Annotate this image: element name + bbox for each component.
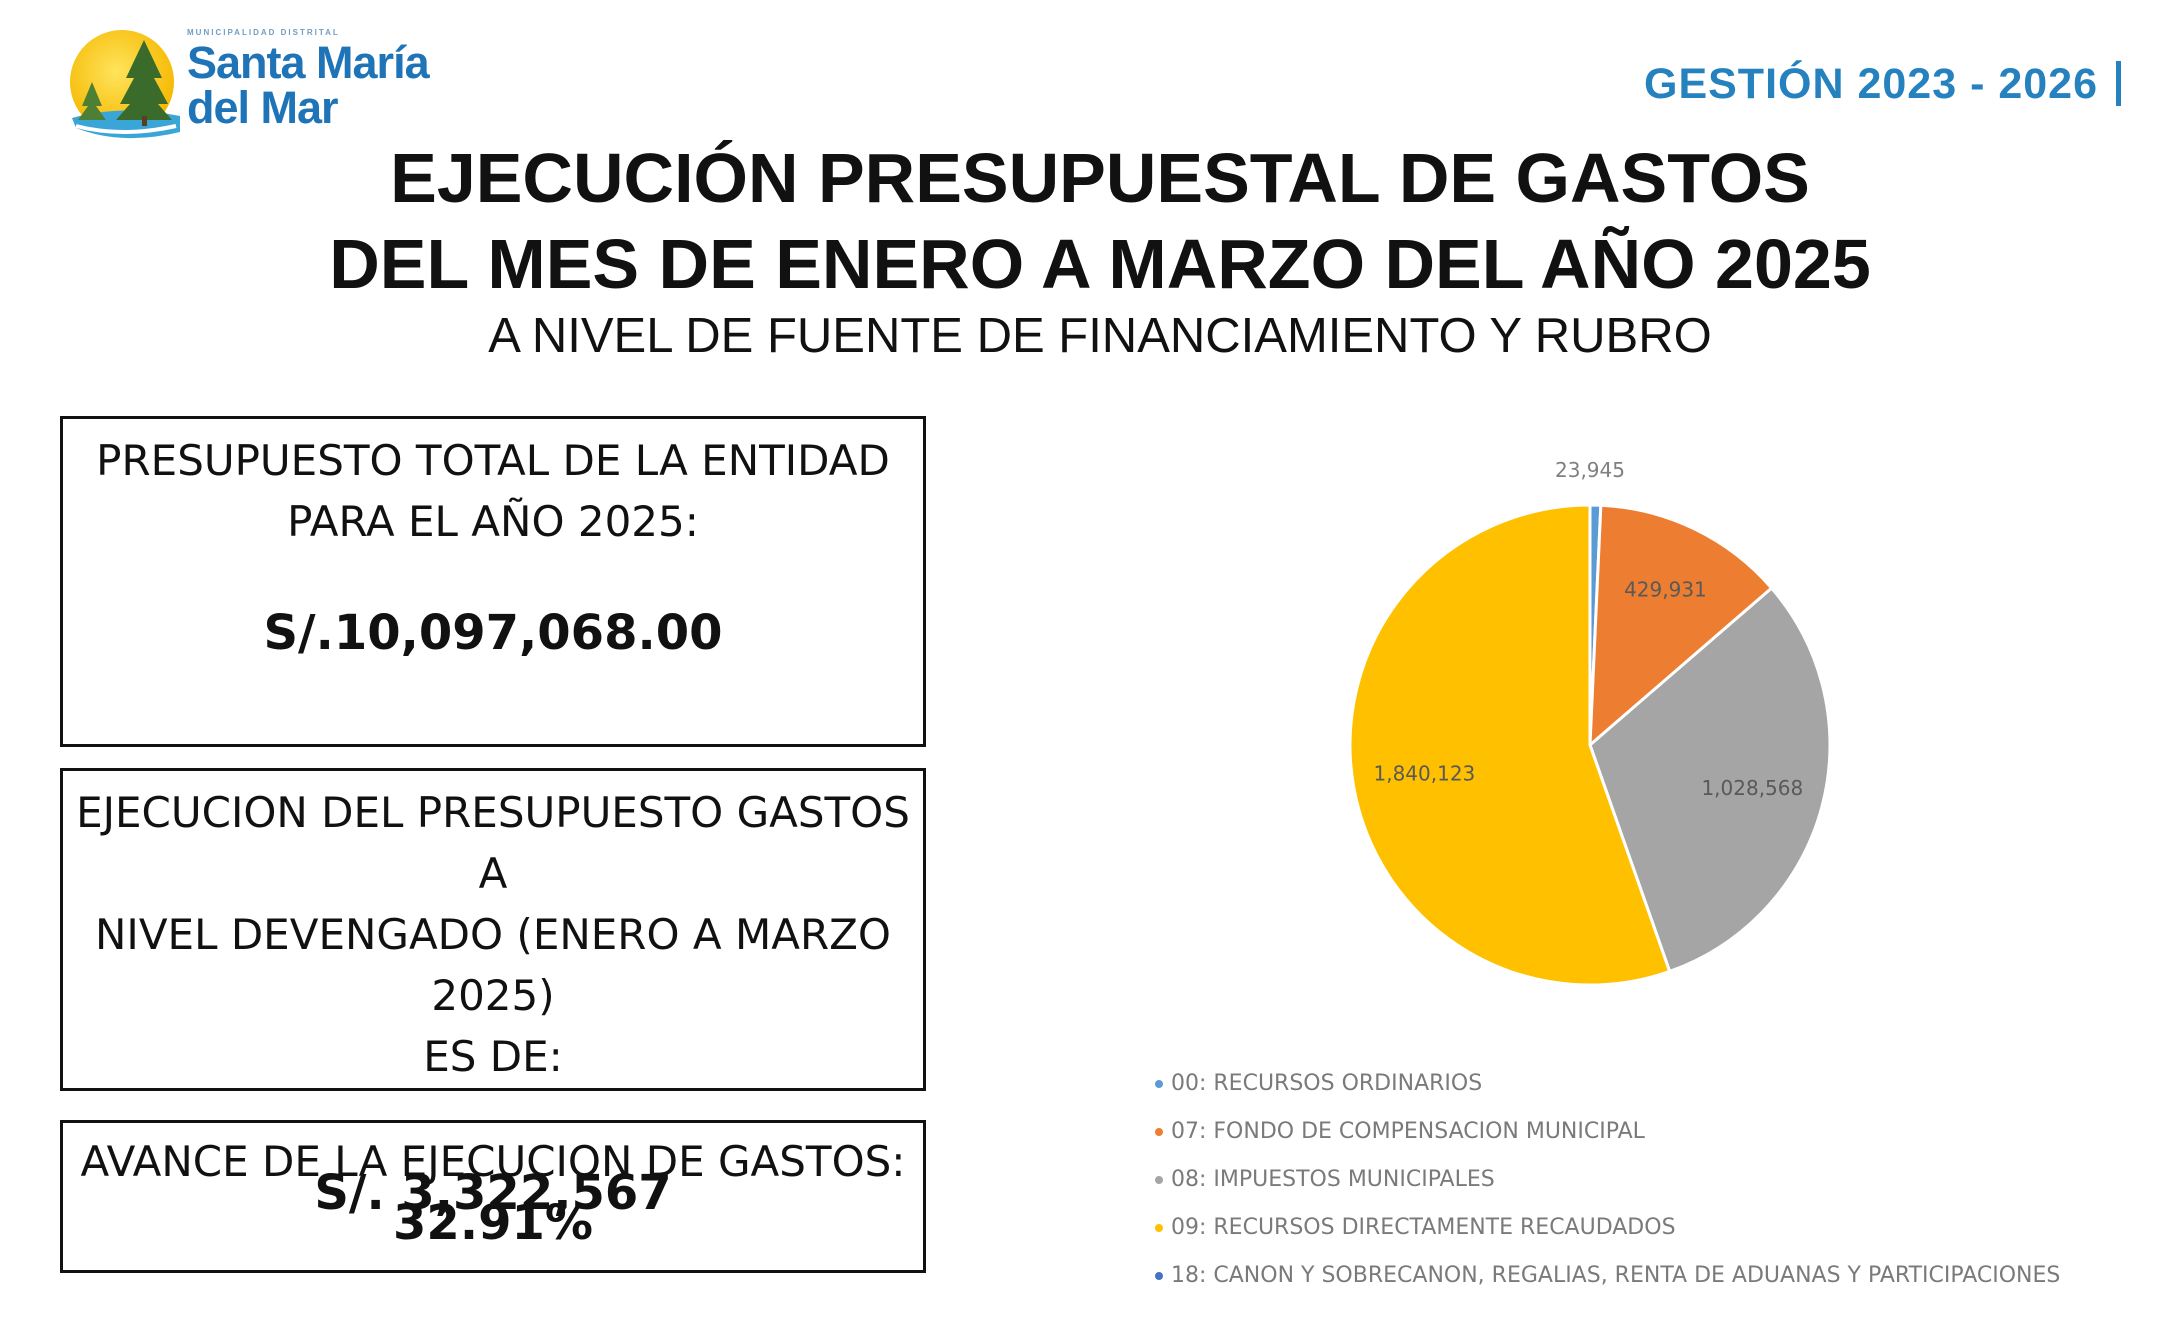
data-label-3: 1,840,123 [1373, 761, 1475, 785]
legend-marker-icon [1155, 1176, 1163, 1184]
execution-value: S/. 3,322,567 [314, 1165, 672, 1222]
execution-label-1: EJECUCION DEL PRESUPUESTO GASTOS A [76, 788, 910, 898]
pie-slice-2 [1588, 585, 1832, 974]
progress-label: AVANCE DE LA EJECUCION DE GASTOS: [80, 1137, 906, 1186]
data-label-2: 1,028,568 [1701, 776, 1803, 800]
execution-label-3: ES DE: [423, 1031, 563, 1081]
logo-micro-text: MUNICIPALIDAD DISTRITAL [187, 28, 340, 37]
brand-name: Santa María del Mar [187, 37, 430, 133]
legend-entry-4: 18: CANON Y SOBRECANON, REGALIAS, RENTA … [1155, 1252, 2060, 1300]
sun-tree-logo-icon [70, 30, 180, 139]
page-title: EJECUCIÓN PRESUPUESTAL DE GASTOS DEL MES… [220, 135, 1980, 366]
legend-marker-icon [1155, 1080, 1163, 1088]
title-line-1: EJECUCIÓN PRESUPUESTAL DE GASTOS [390, 139, 1810, 217]
progress-value: 32.91% [393, 1195, 593, 1252]
data-label-1: 429,931 [1624, 578, 1707, 602]
legend-marker-icon [1155, 1272, 1163, 1280]
pie-slice-3 [1348, 503, 1672, 987]
pie-chart: 23,945 429,931 1,028,568 1,840,123 [1348, 458, 1832, 987]
total-budget-label-2: PARA EL AÑO 2025: [287, 496, 699, 546]
execution-box: EJECUCION DEL PRESUPUESTO GASTOS A NIVEL… [60, 768, 926, 1221]
legend-label: 18: CANON Y SOBRECANON, REGALIAS, RENTA … [1171, 1263, 2061, 1288]
legend-entry-0: 00: RECURSOS ORDINARIOS [1155, 1060, 2060, 1108]
legend-label: 09: RECURSOS DIRECTAMENTE RECAUDADOS [1171, 1215, 1676, 1240]
legend-label: 08: IMPUESTOS MUNICIPALES [1171, 1167, 1495, 1192]
title-line-2: DEL MES DE ENERO A MARZO DEL AÑO 2025 [329, 225, 1871, 304]
chart-legend: 00: RECURSOS ORDINARIOS 07: FONDO DE COMP… [1155, 1060, 2060, 1300]
execution-label-2: NIVEL DEVENGADO (ENERO A MARZO 2025) [95, 909, 891, 1020]
brand-line-1: Santa María [187, 37, 430, 88]
legend-marker-icon [1155, 1224, 1163, 1232]
pie-slice-1 [1588, 503, 1774, 749]
page-subtitle: A NIVEL DE FUENTE DE FINANCIAMIENTO Y RU… [488, 309, 1712, 364]
brand-logo: MUNICIPALIDAD DISTRITAL Santa María del … [62, 20, 482, 150]
legend-entry-2: 08: IMPUESTOS MUNICIPALES [1155, 1156, 2060, 1204]
total-budget-label-1: PRESUPUESTO TOTAL DE LA ENTIDAD [96, 436, 890, 485]
legend-marker-icon [1155, 1128, 1163, 1136]
legend-label: 00: RECURSOS ORDINARIOS [1171, 1071, 1483, 1096]
total-budget-value: S/.10,097,068.00 [263, 604, 723, 661]
gestion-label: GESTIÓN 2023 - 2026 [1644, 60, 2121, 109]
legend-label: 07: FONDO DE COMPENSACION MUNICIPAL [1171, 1119, 1645, 1144]
brand-line-2: del Mar [187, 82, 339, 133]
legend-entry-1: 07: FONDO DE COMPENSACION MUNICIPAL [1155, 1108, 2060, 1156]
legend-entry-3: 09: RECURSOS DIRECTAMENTE RECAUDADOS [1155, 1204, 2060, 1252]
data-label-0: 23,945 [1555, 458, 1625, 482]
progress-box: AVANCE DE LA EJECUCION DE GASTOS: 32.91% [60, 1120, 926, 1273]
total-budget-box: PRESUPUESTO TOTAL DE LA ENTIDAD PARA EL … [60, 416, 926, 747]
